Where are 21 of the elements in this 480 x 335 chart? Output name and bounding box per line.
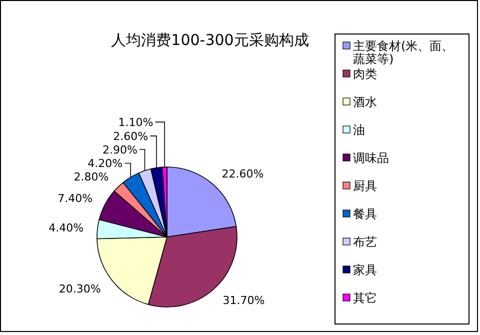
legend-label: 调味品: [353, 151, 389, 165]
data-label: 20.30%: [58, 282, 101, 296]
data-label: 7.40%: [58, 192, 93, 205]
data-label: 2.60%: [113, 130, 148, 143]
data-label: 31.70%: [222, 294, 265, 307]
legend-label: 其它: [353, 291, 377, 305]
data-label: 1.10%: [118, 116, 154, 130]
legend-label: 油: [353, 123, 365, 137]
data-label: 2.90%: [102, 143, 138, 156]
data-label: 4.20%: [88, 157, 123, 170]
legend-label: 餐具: [353, 207, 377, 221]
data-label: 22.60%: [222, 167, 264, 180]
legend-label: 主要食材(米、面、蔬菜等): [353, 39, 454, 66]
legend-label: 厨具: [353, 179, 377, 193]
chart-title: 人均消费100-300元采购构成: [111, 31, 309, 49]
legend-label: 家具: [353, 263, 377, 277]
data-label: 4.40%: [48, 222, 84, 235]
legend-label: 布艺: [353, 235, 377, 249]
legend-label: 肉类: [353, 67, 377, 81]
data-label: 2.80%: [74, 170, 109, 184]
legend-label: 酒水: [353, 95, 377, 109]
